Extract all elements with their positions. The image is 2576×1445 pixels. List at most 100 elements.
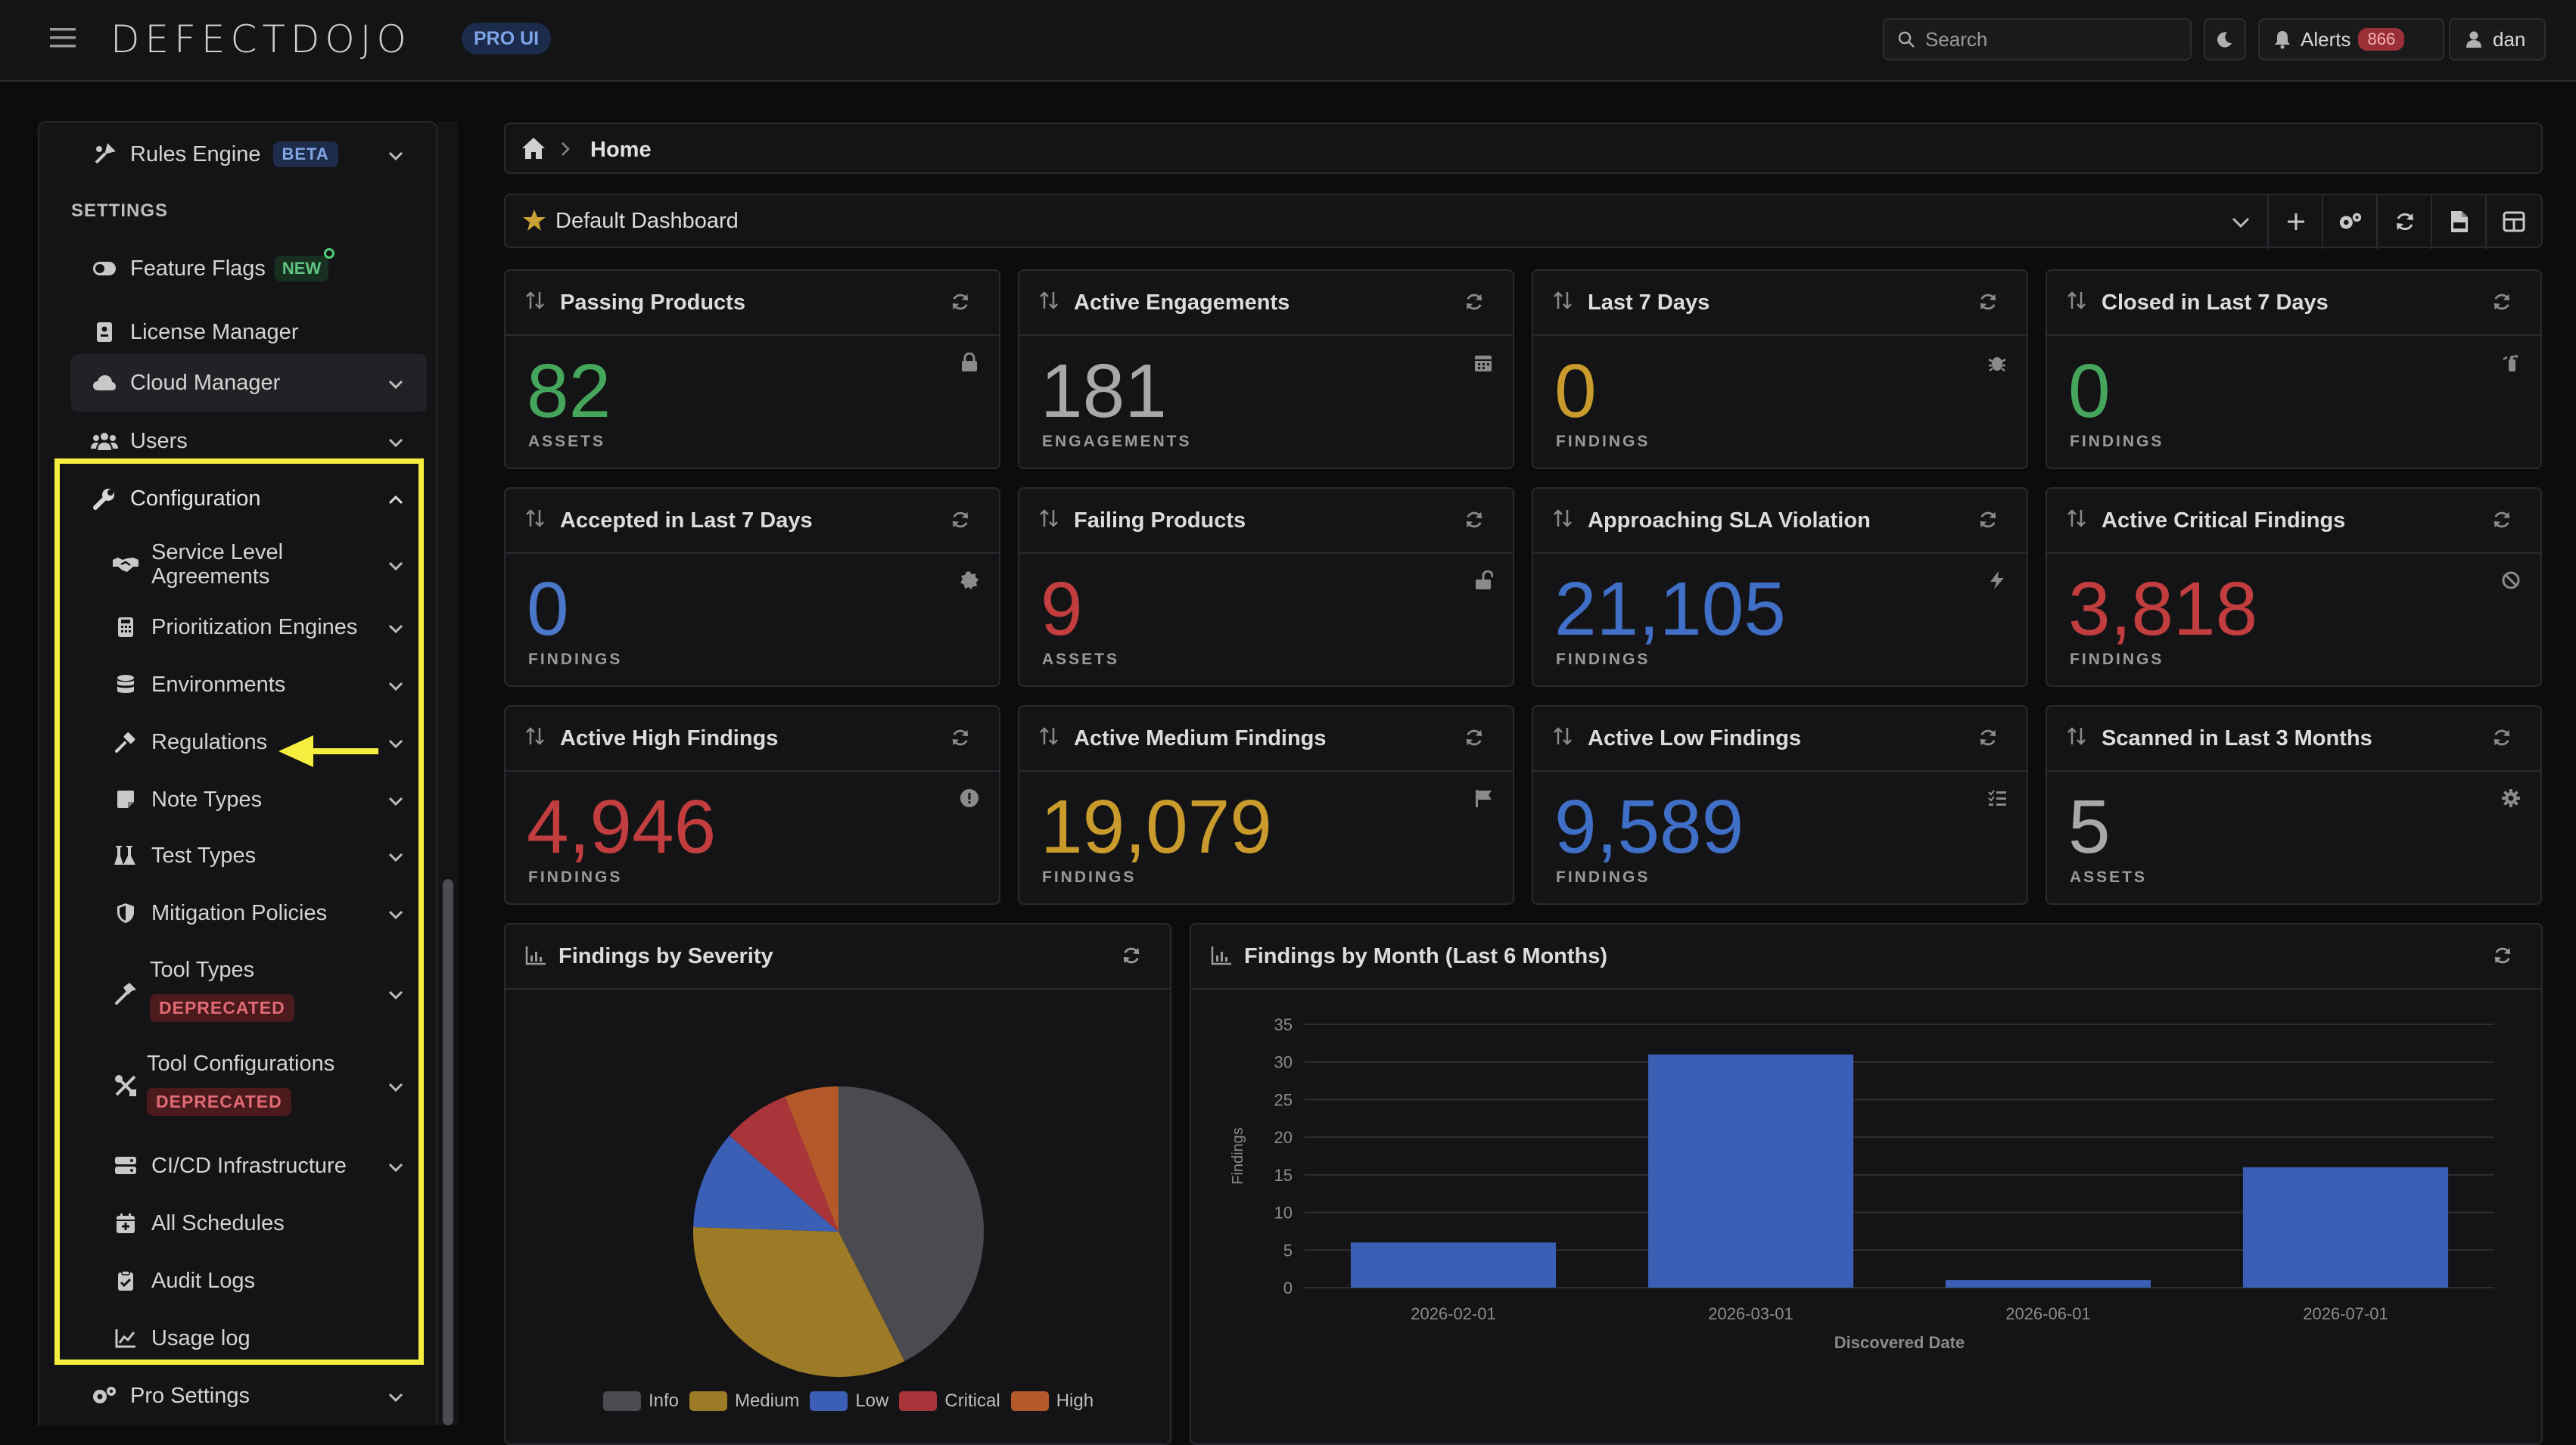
- metric-card[interactable]: Accepted in Last 7 Days 0 FINDINGS: [504, 487, 1000, 687]
- sidebar-item-all-schedules[interactable]: All Schedules: [39, 1198, 436, 1248]
- refresh-icon[interactable]: [1464, 292, 1484, 315]
- metric-card[interactable]: Closed in Last 7 Days 0 FINDINGS: [2046, 269, 2542, 469]
- pie-slice-info[interactable]: [838, 1086, 984, 1362]
- pie-slice-critical[interactable]: [729, 1096, 838, 1232]
- sort-icon[interactable]: [1039, 508, 1062, 532]
- metric-card[interactable]: Failing Products 9 ASSETS: [1018, 487, 1514, 687]
- sidebar-item-service-level-agreements[interactable]: Service Level Agreements: [39, 531, 436, 598]
- metric-card[interactable]: Passing Products 82 ASSETS: [504, 269, 1000, 469]
- refresh-icon[interactable]: [1978, 292, 1998, 315]
- sort-icon[interactable]: [1553, 508, 1576, 532]
- refresh-icon[interactable]: [1464, 510, 1484, 533]
- sidebar-item-label: Pro Settings: [130, 1383, 250, 1408]
- sidebar-scrollbar[interactable]: [443, 879, 453, 1425]
- bar[interactable]: [1350, 1242, 1557, 1288]
- card-header: Failing Products: [1019, 489, 1513, 554]
- sort-icon[interactable]: [525, 726, 548, 750]
- sidebar-item-cloud-manager[interactable]: Cloud Manager: [71, 354, 427, 412]
- y-tick-label: 30: [1274, 1053, 1293, 1072]
- sort-icon[interactable]: [1039, 726, 1062, 750]
- sidebar-item-pro-settings[interactable]: Pro Settings: [39, 1371, 436, 1421]
- metric-card[interactable]: Last 7 Days 0 FINDINGS: [1532, 269, 2028, 469]
- refresh-icon[interactable]: [2492, 292, 2512, 315]
- export-pdf-button[interactable]: [2431, 194, 2487, 249]
- defectdojo-logo[interactable]: DEFECTDOJO: [110, 17, 412, 61]
- legend-swatch: [1010, 1391, 1049, 1411]
- metric-card[interactable]: Active Medium Findings 19,079 FINDINGS: [1018, 705, 1514, 905]
- sidebar-item-tool-configurations[interactable]: Tool Configurations DEPRECATED: [39, 1046, 436, 1126]
- sort-icon[interactable]: [2067, 508, 2089, 532]
- sidebar-item-configuration[interactable]: Configuration: [39, 474, 436, 524]
- sidebar-item-tool-types[interactable]: Tool Types DEPRECATED: [39, 953, 436, 1033]
- x-axis-label: Discovered Date: [1834, 1333, 1965, 1352]
- sidebar-item-prioritization-engines[interactable]: Prioritization Engines: [39, 602, 436, 652]
- refresh-icon[interactable]: [2492, 728, 2512, 751]
- refresh-icon[interactable]: [1122, 946, 1141, 969]
- sort-icon[interactable]: [525, 508, 548, 532]
- card-unit: FINDINGS: [1556, 433, 1650, 450]
- metric-card[interactable]: Approaching SLA Violation 21,105 FINDINGS: [1532, 487, 2028, 687]
- refresh-icon[interactable]: [2492, 510, 2512, 533]
- user-menu-button[interactable]: dan: [2449, 18, 2546, 61]
- sidebar-item-rules-engine[interactable]: Rules Engine BETA: [39, 132, 436, 177]
- bug-icon: [1987, 353, 2007, 376]
- metric-card[interactable]: Active Low Findings 9,589 FINDINGS: [1532, 705, 2028, 905]
- sort-icon[interactable]: [1553, 291, 1576, 314]
- sidebar-item-usage-log[interactable]: Usage log: [39, 1313, 436, 1363]
- home-icon[interactable]: [521, 136, 546, 164]
- legend-item[interactable]: Low: [810, 1391, 888, 1412]
- theme-toggle-button[interactable]: [2204, 18, 2246, 61]
- refresh-icon[interactable]: [2493, 946, 2512, 969]
- chevron-down-icon: [387, 673, 404, 698]
- card-unit: FINDINGS: [528, 651, 623, 668]
- sort-icon[interactable]: [525, 291, 548, 314]
- layout-grid-button[interactable]: [2485, 194, 2541, 249]
- sort-icon[interactable]: [2067, 291, 2089, 314]
- add-widget-button[interactable]: [2267, 194, 2323, 249]
- sidebar-item-regulations[interactable]: Regulations: [39, 717, 436, 767]
- refresh-icon[interactable]: [950, 510, 970, 533]
- sort-icon[interactable]: [1553, 726, 1576, 750]
- refresh-dashboard-button[interactable]: [2376, 194, 2432, 249]
- sidebar-item-audit-logs[interactable]: Audit Logs: [39, 1256, 436, 1306]
- sort-icon[interactable]: [2067, 726, 2089, 750]
- metric-card[interactable]: Active Critical Findings 3,818 FINDINGS: [2046, 487, 2542, 687]
- refresh-icon[interactable]: [950, 292, 970, 315]
- refresh-icon[interactable]: [950, 728, 970, 751]
- sidebar-item-cicd-infrastructure[interactable]: CI/CD Infrastructure: [39, 1141, 436, 1191]
- bar[interactable]: [2242, 1167, 2449, 1288]
- refresh-icon[interactable]: [1978, 728, 1998, 751]
- pie-slice-medium[interactable]: [693, 1226, 905, 1377]
- metric-card[interactable]: Active Engagements 181 ENGAGEMENTS: [1018, 269, 1514, 469]
- sidebar-item-mitigation-policies[interactable]: Mitigation Policies: [39, 888, 436, 938]
- refresh-icon[interactable]: [1464, 728, 1484, 751]
- dashboard-select[interactable]: Default Dashboard: [506, 195, 2269, 247]
- legend-label: High: [1056, 1391, 1094, 1411]
- legend-item[interactable]: Info: [602, 1391, 679, 1412]
- metric-card[interactable]: Active High Findings 4,946 FINDINGS: [504, 705, 1000, 905]
- gears-icon: [89, 1385, 120, 1406]
- card-header: Closed in Last 7 Days: [2047, 271, 2540, 336]
- bar[interactable]: [1945, 1280, 2151, 1288]
- sort-icon[interactable]: [1039, 291, 1062, 314]
- sidebar-item-environments[interactable]: Environments: [39, 660, 436, 710]
- metric-card[interactable]: Scanned in Last 3 Months 5 ASSETS: [2046, 705, 2542, 905]
- search-input[interactable]: Search: [1883, 18, 2192, 61]
- dashboard-settings-button[interactable]: [2322, 194, 2378, 249]
- sidebar-item-note-types[interactable]: Note Types: [39, 775, 436, 825]
- alerts-label: Alerts: [2301, 27, 2351, 51]
- sidebar-item-label: Usage log: [151, 1325, 250, 1350]
- legend-item[interactable]: High: [1010, 1391, 1094, 1412]
- hamburger-menu-icon[interactable]: [50, 26, 77, 50]
- pie-slice-low[interactable]: [693, 1136, 838, 1232]
- sidebar-item-users[interactable]: Users: [39, 416, 436, 466]
- sidebar-item-feature-flags[interactable]: Feature Flags NEW: [39, 244, 436, 294]
- alerts-button[interactable]: Alerts 866: [2258, 18, 2444, 61]
- refresh-icon[interactable]: [1978, 510, 1998, 533]
- sidebar-item-test-types[interactable]: Test Types: [39, 831, 436, 881]
- bar[interactable]: [1647, 1054, 1854, 1288]
- legend-item[interactable]: Critical: [899, 1391, 1000, 1412]
- sidebar-item-license-manager[interactable]: License Manager: [39, 307, 436, 357]
- legend-item[interactable]: Medium: [689, 1391, 799, 1412]
- pie-slice-high[interactable]: [785, 1086, 838, 1232]
